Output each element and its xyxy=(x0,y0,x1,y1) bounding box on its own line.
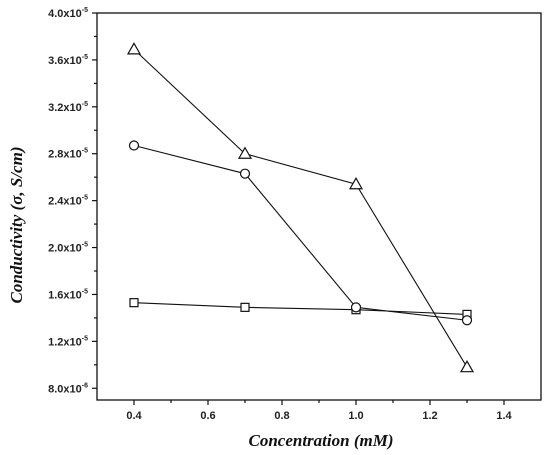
y-tick-label: 1.6x10-5 xyxy=(48,288,88,301)
triangle-series-line xyxy=(133,48,468,368)
y-tick-label: 2.8x10-5 xyxy=(48,148,88,161)
square-marker xyxy=(129,298,139,308)
circle-marker xyxy=(128,140,140,151)
circle-marker xyxy=(461,315,473,326)
x-tick-label: 1.2 xyxy=(422,410,437,422)
y-tick-label: 3.6x10-5 xyxy=(48,54,88,67)
triangle-marker xyxy=(348,177,364,190)
square-marker xyxy=(240,302,250,312)
y-tick-label: 8.0x10-6 xyxy=(48,382,88,395)
plot-frame xyxy=(96,12,542,401)
circle-series-line xyxy=(133,144,468,321)
circle-marker xyxy=(350,302,362,313)
y-tick-label: 1.2x10-5 xyxy=(48,335,88,348)
plot-area: 0.4 0.6 0.8 1.0 1.2 1.4 8.0x10-6 1.2x10-5 1.6x10… xyxy=(48,7,542,422)
x-tick-label: 1.4 xyxy=(496,410,512,422)
triangle-marker xyxy=(459,359,475,373)
x-tick-label: 0.4 xyxy=(126,410,142,422)
y-tick-label: 4.0x10-5 xyxy=(48,7,88,20)
y-tick-label: 2.4x10-5 xyxy=(48,195,88,208)
x-tick-label: 0.8 xyxy=(274,410,289,422)
triangle-marker xyxy=(126,42,142,55)
x-tick-label: 0.6 xyxy=(200,410,215,422)
x-axis-title: Concentration (mM) xyxy=(249,431,394,450)
x-tick-label: 1.0 xyxy=(348,410,363,422)
y-axis-title: Conductivity (σ, S/cm) xyxy=(7,147,26,304)
square-series-line xyxy=(133,302,468,315)
triangle-marker xyxy=(237,146,253,159)
y-tick-label: 2.0x10-5 xyxy=(48,242,88,255)
circle-marker xyxy=(239,168,251,179)
y-tick-label: 3.2x10-5 xyxy=(48,101,88,114)
